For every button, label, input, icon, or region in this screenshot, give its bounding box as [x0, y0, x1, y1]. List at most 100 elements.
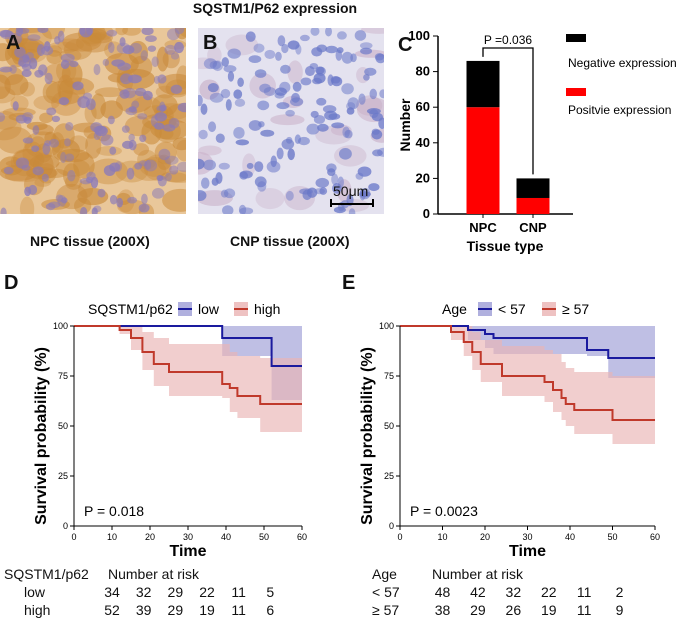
cell-nucleus [145, 35, 157, 42]
cell-nucleus [255, 176, 267, 187]
cell-nucleus [331, 76, 341, 84]
cell-nucleus [346, 102, 355, 110]
y-tick-label: 50 [58, 421, 68, 431]
cell-nucleus [358, 93, 365, 104]
risk-cell: 29 [165, 584, 185, 600]
cell-nucleus [52, 116, 60, 122]
cell-nucleus [122, 141, 133, 149]
risk-table-label: SQSTM1/p62 [4, 566, 89, 582]
cell-nucleus [151, 56, 158, 67]
cell-nucleus [326, 163, 337, 172]
cell-nucleus [300, 35, 310, 41]
cell-nucleus [316, 98, 326, 106]
y-axis-label: Survival probability (%) [33, 347, 50, 525]
scale-bar-label: 50μm [333, 183, 368, 199]
cell-nucleus [157, 175, 164, 181]
risk-cell: 26 [503, 602, 523, 618]
p-value-label: P = 0.0023 [410, 503, 478, 519]
x-tick-label: CNP [519, 220, 547, 235]
x-tick-label: 0 [397, 532, 402, 542]
cell-nucleus [290, 97, 303, 106]
cell-nucleus [93, 206, 101, 213]
cell-nucleus [28, 185, 37, 195]
cell-nucleus [116, 198, 123, 208]
cell-nucleus [122, 125, 130, 132]
cell-nucleus [103, 59, 109, 66]
p-value-annotation: P =0.036 [484, 33, 532, 47]
cell-nucleus [280, 65, 291, 74]
cell-nucleus [65, 153, 74, 161]
y-tick-label: 100 [379, 321, 394, 331]
cell-nucleus [139, 160, 147, 166]
risk-cell: 5 [260, 584, 280, 600]
cell-nucleus [119, 89, 129, 98]
x-tick-label: 60 [297, 532, 307, 542]
x-tick-label: NPC [469, 220, 497, 235]
cell-nucleus [278, 35, 286, 46]
risk-cell: 42 [468, 584, 488, 600]
km-plot-age: 0 25 50 75 100 0 10 20 30 40 50 60 Time Survival prob… [340, 290, 670, 560]
x-tick-label: 20 [480, 532, 490, 542]
cell-nucleus [174, 42, 184, 53]
y-axis-label: Survival probability (%) [359, 347, 376, 525]
cell-nucleus [46, 203, 56, 210]
cell-nucleus [341, 83, 354, 94]
risk-cell: 22 [539, 584, 559, 600]
cell-nucleus [254, 44, 265, 53]
cell-nucleus [199, 130, 208, 139]
risk-cell: 2 [610, 584, 630, 600]
cell-nucleus [212, 178, 219, 186]
cell-nucleus [331, 122, 344, 128]
scale-bar [330, 203, 374, 205]
legend-title: Age [442, 301, 467, 317]
cell-nucleus [67, 170, 75, 181]
cell-nucleus [25, 52, 34, 59]
cell-nucleus [305, 66, 315, 76]
cell-nucleus [127, 197, 137, 204]
caption-npc-tissue: NPC tissue (200X) [30, 233, 150, 249]
cell-nucleus [226, 99, 232, 111]
cell-nucleus [94, 132, 101, 140]
cell-nucleus [169, 118, 180, 129]
legend-swatch-positive [566, 88, 586, 96]
cell-nucleus [240, 170, 253, 178]
cell-nucleus [165, 156, 179, 165]
cell-nucleus [130, 43, 142, 54]
y-tick-label: 25 [384, 471, 394, 481]
risk-row-label: high [24, 602, 50, 618]
cell-nucleus [235, 99, 245, 107]
x-tick-label: 40 [221, 532, 231, 542]
cell-nucleus [135, 88, 146, 96]
cell-nucleus [45, 73, 53, 84]
cell-nucleus [221, 190, 229, 198]
cell-nucleus [203, 160, 216, 171]
y-tick-label: 50 [384, 421, 394, 431]
cell-nucleus [22, 64, 32, 71]
risk-table-label: Age [372, 566, 397, 582]
risk-row-label: ≥ 57 [372, 602, 399, 618]
cell-nucleus [227, 49, 240, 59]
x-axis-label: Tissue type [467, 238, 544, 254]
x-tick-label: 30 [522, 532, 532, 542]
cell-nucleus [249, 55, 262, 63]
cell-nucleus [109, 147, 116, 155]
scale-bar-cap-left [330, 199, 332, 207]
cell-nucleus [300, 77, 311, 85]
cell-nucleus [80, 178, 92, 184]
risk-cell: 11 [229, 602, 249, 618]
cell-nucleus [317, 124, 329, 132]
cell-nucleus [4, 167, 14, 174]
cell-nucleus [59, 97, 70, 105]
cell-nucleus [154, 123, 164, 130]
cell-nucleus [169, 165, 178, 174]
cell-nucleus [275, 88, 287, 96]
risk-cell: 29 [165, 602, 185, 618]
cell-nucleus [98, 189, 106, 198]
cell-nucleus [72, 81, 83, 90]
micrograph-npc-image [0, 28, 186, 214]
cell-nucleus [285, 110, 295, 117]
risk-cell: 6 [260, 602, 280, 618]
cell-nucleus [237, 78, 244, 87]
cell-nucleus [233, 127, 244, 139]
x-tick-label: 0 [71, 532, 76, 542]
